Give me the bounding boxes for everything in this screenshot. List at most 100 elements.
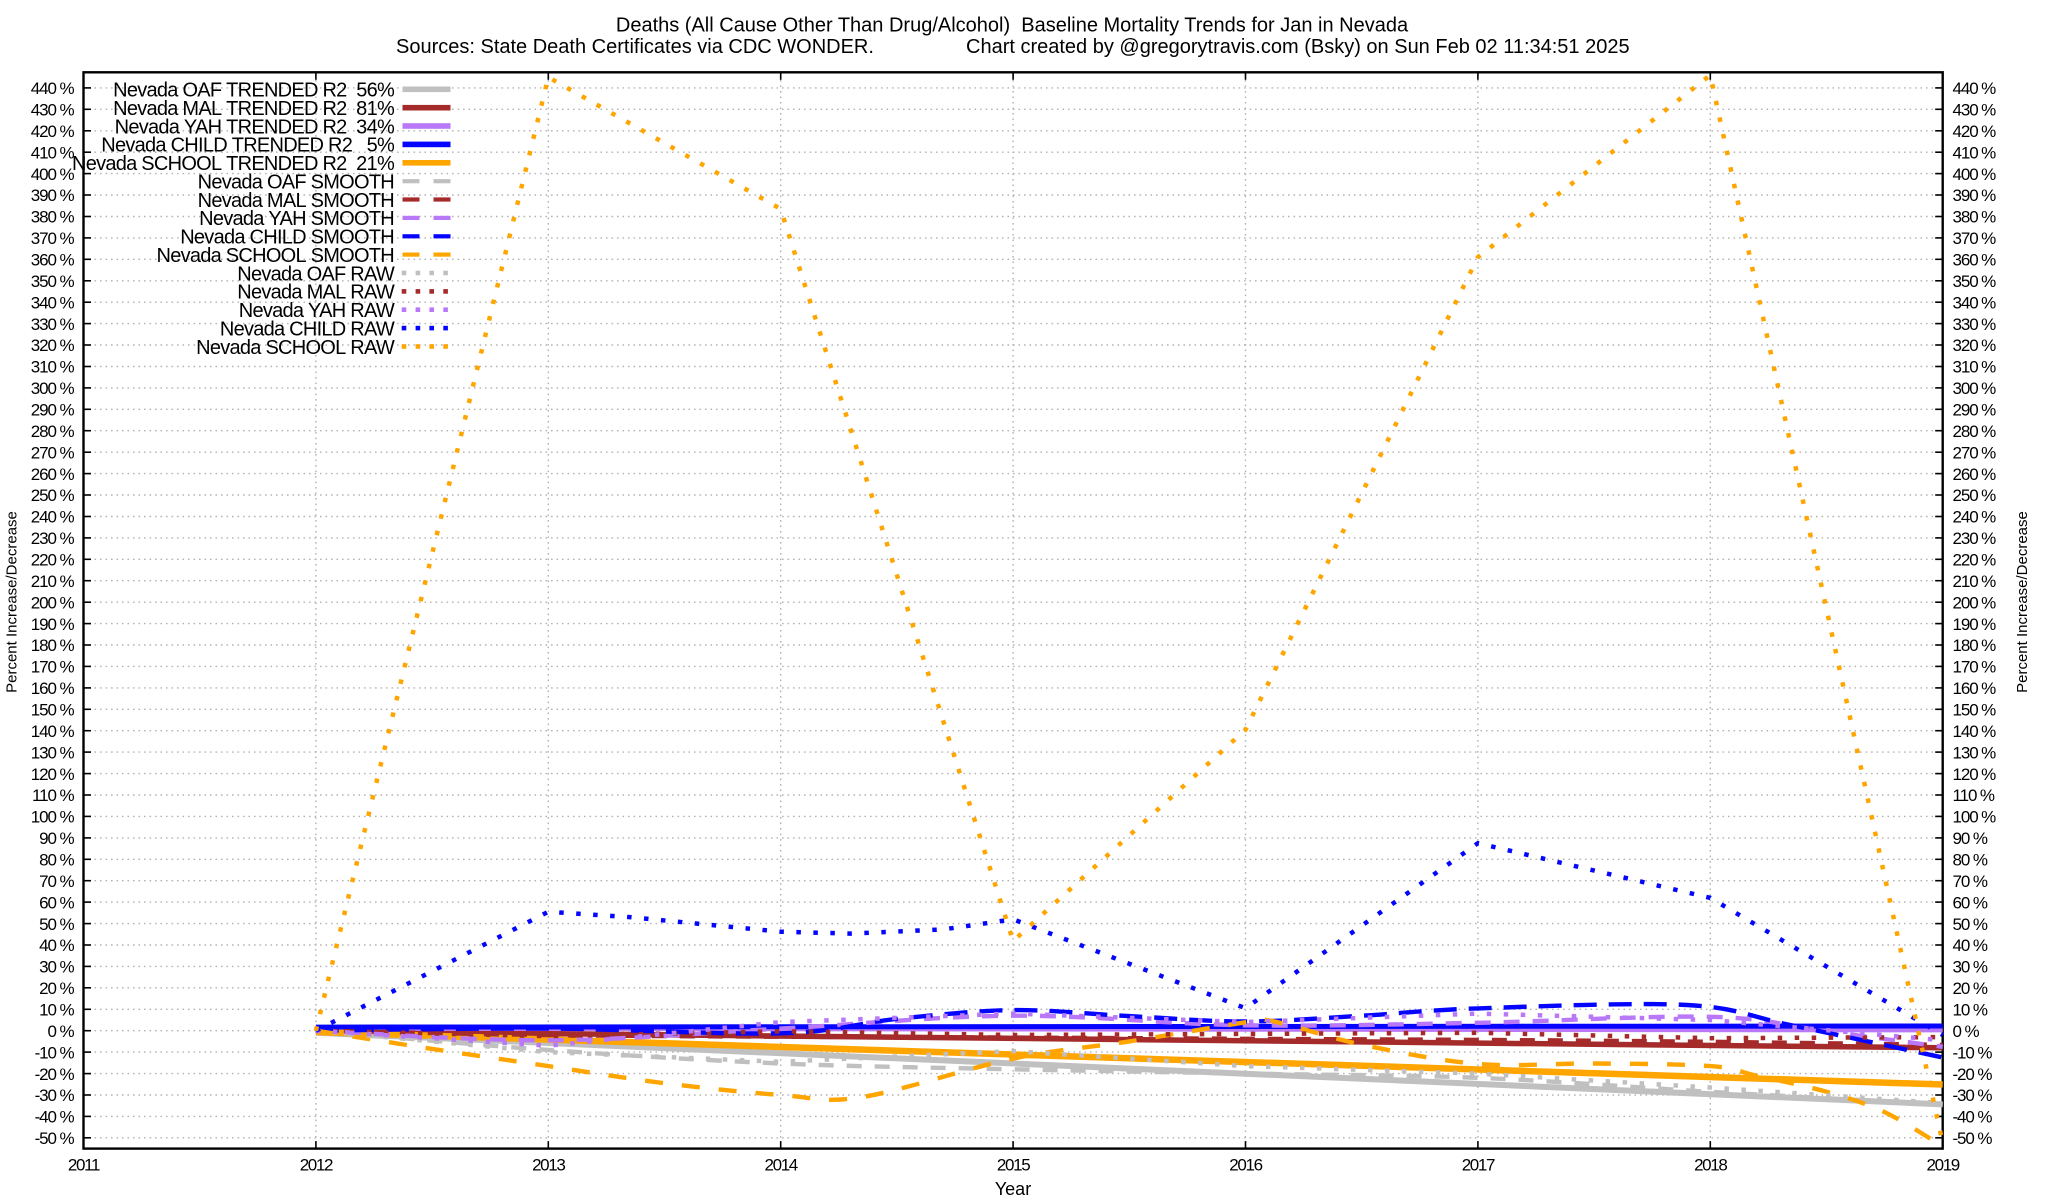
svg-text:100 %: 100 %	[31, 808, 75, 827]
svg-text:390 %: 390 %	[1953, 186, 1997, 205]
svg-text:-20 %: -20 %	[35, 1065, 75, 1084]
svg-text:120 %: 120 %	[1953, 765, 1997, 784]
svg-text:330 %: 330 %	[1953, 315, 1997, 334]
svg-text:370 %: 370 %	[31, 229, 75, 248]
svg-text:440 %: 440 %	[1953, 79, 1997, 98]
svg-text:2017: 2017	[1462, 1156, 1495, 1175]
svg-text:Nevada SCHOOL TRENDED R2 21%: Nevada SCHOOL TRENDED R2 21%	[72, 153, 395, 175]
svg-text:Nevada CHILD SMOOTH: Nevada CHILD SMOOTH	[180, 227, 394, 249]
svg-text:2018: 2018	[1694, 1156, 1727, 1175]
svg-text:60 %: 60 %	[1953, 893, 1988, 912]
svg-text:250 %: 250 %	[1953, 486, 1997, 505]
svg-text:270 %: 270 %	[31, 443, 75, 462]
svg-text:2016: 2016	[1229, 1156, 1262, 1175]
svg-text:0 %: 0 %	[48, 1022, 75, 1041]
svg-text:20 %: 20 %	[1953, 979, 1988, 998]
svg-text:340 %: 340 %	[31, 293, 75, 312]
svg-text:330 %: 330 %	[31, 315, 75, 334]
svg-text:130 %: 130 %	[1953, 743, 1997, 762]
svg-text:40 %: 40 %	[1953, 936, 1988, 955]
svg-text:2012: 2012	[300, 1156, 333, 1175]
svg-text:80 %: 80 %	[1953, 851, 1988, 870]
svg-text:2019: 2019	[1926, 1156, 1959, 1175]
svg-text:-50 %: -50 %	[35, 1129, 75, 1148]
svg-text:Nevada MAL RAW: Nevada MAL RAW	[237, 282, 395, 304]
svg-text:270 %: 270 %	[1953, 443, 1997, 462]
svg-text:170 %: 170 %	[1953, 658, 1997, 677]
svg-text:440 %: 440 %	[31, 79, 75, 98]
svg-text:80 %: 80 %	[39, 851, 74, 870]
svg-text:320 %: 320 %	[31, 336, 75, 355]
svg-text:290 %: 290 %	[1953, 401, 1997, 420]
svg-text:360 %: 360 %	[1953, 251, 1997, 270]
svg-text:220 %: 220 %	[1953, 551, 1997, 570]
svg-text:Percent Increase/Decrease: Percent Increase/Decrease	[2014, 511, 2031, 693]
svg-text:50 %: 50 %	[1953, 915, 1988, 934]
svg-text:120 %: 120 %	[31, 765, 75, 784]
svg-text:340 %: 340 %	[1953, 293, 1997, 312]
svg-text:390 %: 390 %	[31, 186, 75, 205]
svg-text:420 %: 420 %	[31, 122, 75, 141]
svg-text:370 %: 370 %	[1953, 229, 1997, 248]
svg-text:Nevada MAL TRENDED R2 81%: Nevada MAL TRENDED R2 81%	[113, 98, 395, 120]
svg-text:Nevada OAF RAW: Nevada OAF RAW	[237, 263, 395, 285]
svg-text:10 %: 10 %	[39, 1001, 74, 1020]
svg-text:130 %: 130 %	[31, 743, 75, 762]
svg-text:110 %: 110 %	[1953, 786, 1995, 805]
svg-text:-20 %: -20 %	[1953, 1065, 1993, 1084]
svg-text:400 %: 400 %	[31, 165, 75, 184]
svg-text:420 %: 420 %	[1953, 122, 1997, 141]
svg-text:360 %: 360 %	[31, 251, 75, 270]
svg-text:20 %: 20 %	[39, 979, 74, 998]
svg-text:Nevada SCHOOL RAW: Nevada SCHOOL RAW	[196, 337, 395, 359]
svg-text:400 %: 400 %	[1953, 165, 1997, 184]
svg-text:310 %: 310 %	[1953, 358, 1997, 377]
svg-text:170 %: 170 %	[31, 658, 75, 677]
svg-text:160 %: 160 %	[1953, 679, 1997, 698]
svg-text:Nevada YAH SMOOTH: Nevada YAH SMOOTH	[199, 208, 394, 230]
svg-text:380 %: 380 %	[1953, 208, 1997, 227]
svg-text:350 %: 350 %	[31, 272, 75, 291]
svg-text:Nevada YAH TRENDED R2 34%: Nevada YAH TRENDED R2 34%	[115, 116, 395, 138]
svg-text:-30 %: -30 %	[35, 1086, 75, 1105]
svg-text:70 %: 70 %	[1953, 872, 1988, 891]
svg-text:410 %: 410 %	[1953, 143, 1997, 162]
svg-text:410 %: 410 %	[31, 143, 75, 162]
svg-text:160 %: 160 %	[31, 679, 75, 698]
svg-text:50 %: 50 %	[39, 915, 74, 934]
svg-text:290 %: 290 %	[31, 401, 75, 420]
svg-text:90 %: 90 %	[39, 829, 74, 848]
svg-text:2011: 2011	[68, 1156, 100, 1175]
svg-text:90 %: 90 %	[1953, 829, 1988, 848]
svg-text:Nevada OAF TRENDED R2 56%: Nevada OAF TRENDED R2 56%	[113, 80, 395, 102]
svg-text:140 %: 140 %	[1953, 722, 1997, 741]
svg-text:2014: 2014	[764, 1156, 797, 1175]
svg-text:240 %: 240 %	[1953, 508, 1997, 527]
svg-text:Percent Increase/Decrease: Percent Increase/Decrease	[4, 511, 21, 693]
svg-text:2015: 2015	[997, 1156, 1030, 1175]
svg-text:Nevada OAF SMOOTH: Nevada OAF SMOOTH	[198, 172, 394, 194]
svg-text:Nevada YAH RAW: Nevada YAH RAW	[239, 300, 395, 322]
svg-text:430 %: 430 %	[1953, 101, 1997, 120]
svg-text:Sources: State Death Certifica: Sources: State Death Certificates via CD…	[396, 36, 874, 58]
svg-text:190 %: 190 %	[31, 615, 75, 634]
svg-text:180 %: 180 %	[1953, 636, 1997, 655]
svg-text:Nevada MAL SMOOTH: Nevada MAL SMOOTH	[198, 190, 394, 212]
svg-text:280 %: 280 %	[1953, 422, 1997, 441]
svg-text:300 %: 300 %	[1953, 379, 1997, 398]
svg-text:-50 %: -50 %	[1953, 1129, 1993, 1148]
svg-text:180 %: 180 %	[31, 636, 75, 655]
svg-text:220 %: 220 %	[31, 551, 75, 570]
svg-text:-40 %: -40 %	[35, 1108, 75, 1127]
svg-text:230 %: 230 %	[31, 529, 75, 548]
svg-text:Nevada SCHOOL SMOOTH: Nevada SCHOOL SMOOTH	[157, 245, 395, 267]
svg-text:200 %: 200 %	[31, 593, 75, 612]
svg-text:190 %: 190 %	[1953, 615, 1997, 634]
svg-text:-30 %: -30 %	[1953, 1086, 1993, 1105]
svg-text:Nevada CHILD TRENDED R2 5%: Nevada CHILD TRENDED R2 5%	[101, 135, 395, 157]
svg-text:210 %: 210 %	[31, 572, 75, 591]
svg-text:Year: Year	[995, 1179, 1031, 1199]
svg-text:300 %: 300 %	[31, 379, 75, 398]
svg-text:150 %: 150 %	[1953, 701, 1997, 720]
svg-text:Nevada CHILD RAW: Nevada CHILD RAW	[220, 318, 395, 340]
